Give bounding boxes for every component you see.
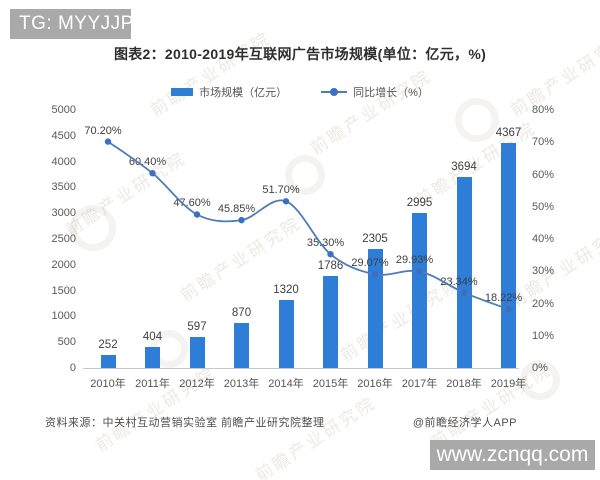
site-watermark-badge: www.zcnqq.com	[430, 440, 595, 470]
bar-2018年	[456, 177, 472, 368]
bar-value-label: 404	[142, 331, 163, 344]
right-axis-tick-label: 10%	[532, 329, 555, 342]
growth-percent-label: 45.85%	[217, 203, 256, 216]
bar-value-label: 3694	[451, 161, 477, 174]
x-axis-category-label: 2017年	[401, 378, 438, 390]
growth-line-marker	[238, 216, 245, 224]
background-watermark-text: 前瞻产业研究院	[252, 393, 380, 480]
right-axis-tick-label: 0%	[532, 362, 548, 374]
left-axis-tick-label: 4500	[51, 129, 76, 142]
bar-series-swatch-icon	[171, 88, 194, 96]
bar-value-label: 1320	[273, 283, 299, 296]
bar-2012年	[189, 337, 205, 368]
telegram-watermark-badge: TG: MYYJJPP	[10, 9, 146, 39]
right-axis-tick-label: 70%	[532, 136, 555, 149]
right-axis-tick-label: 50%	[532, 200, 555, 213]
left-axis-tick-label: 4000	[51, 155, 76, 168]
right-axis-tick-label: 40%	[532, 233, 555, 245]
source-row: 资料来源：中关村互动营销实验室 前瞻产业研究院整理 @前瞻经济学人APP	[45, 414, 517, 430]
left-axis-tick-label: 3000	[51, 207, 76, 220]
bar-value-label: 4367	[495, 126, 522, 139]
right-axis-tick-label: 60%	[532, 168, 555, 181]
growth-percent-label: 60.40%	[128, 156, 167, 169]
growth-line-marker	[193, 211, 201, 218]
x-axis-category-label: 2015年	[312, 378, 349, 390]
background-watermark-text: 前瞻产业研究院	[147, 28, 275, 121]
growth-percent-label: 18.22%	[484, 292, 523, 305]
bar-2017年	[412, 213, 427, 368]
bar-2019年	[501, 142, 516, 368]
bar-2014年	[278, 299, 294, 368]
credit-note: @前瞻经济学人APP	[412, 417, 517, 429]
bar-2010年	[100, 354, 116, 368]
growth-percent-label: 35.30%	[306, 237, 345, 250]
x-axis-line	[83, 368, 519, 369]
bar-value-label: 252	[98, 338, 118, 351]
bar-2013年	[234, 323, 249, 368]
x-axis-category-label: 2013年	[223, 378, 260, 390]
line-series-swatch-icon	[321, 88, 348, 96]
background-watermark-text: 前瞻产业研究院	[307, 66, 435, 159]
legend-item-yoy-growth: 同比增长（%）	[321, 84, 429, 100]
growth-line-marker	[327, 250, 334, 258]
left-axis-tick-label: 0	[69, 362, 76, 374]
background-watermark-text: 前瞻产业研究院	[92, 363, 220, 456]
left-axis-tick-label: 5000	[51, 104, 76, 116]
x-axis-category-label: 2018年	[446, 378, 482, 390]
bar-value-label: 2995	[406, 197, 433, 210]
chart-title: 图表2：2010-2019年互联网广告市场规模(单位：亿元，%)	[113, 46, 487, 62]
bar-value-label: 597	[187, 321, 207, 334]
bar-value-label: 870	[231, 307, 252, 320]
growth-percent-label: 23.34%	[440, 275, 478, 288]
right-axis-tick-label: 30%	[532, 265, 555, 278]
left-axis-tick-label: 3500	[51, 181, 76, 194]
background-watermark-logo	[70, 205, 116, 251]
growth-line-marker	[282, 198, 290, 205]
left-axis-tick-label: 500	[57, 336, 76, 349]
left-axis-tick-label: 1000	[51, 310, 76, 323]
right-axis-tick-label: 80%	[532, 104, 555, 116]
x-axis-category-label: 2019年	[490, 378, 527, 390]
left-axis-tick-label: 2500	[51, 233, 76, 245]
legend-label-market-size: 市场规模（亿元）	[199, 87, 288, 99]
x-axis-category-label: 2010年	[90, 378, 126, 390]
x-axis-category-label: 2012年	[179, 378, 215, 390]
legend-item-market-size: 市场规模（亿元）	[171, 84, 287, 100]
x-axis-category-label: 2011年	[135, 378, 170, 390]
growth-percent-label: 70.20%	[84, 124, 122, 137]
growth-percent-label: 51.70%	[262, 184, 300, 197]
x-axis-category-label: 2014年	[268, 378, 304, 390]
growth-percent-label: 29.93%	[395, 254, 434, 267]
left-axis-tick-label: 1500	[51, 284, 76, 297]
right-axis-tick-label: 20%	[532, 297, 555, 310]
left-axis-tick-label: 2000	[51, 258, 76, 271]
growth-line-marker	[149, 170, 156, 177]
growth-line-marker	[104, 138, 112, 145]
bar-2011年	[145, 347, 160, 368]
chart-legend: 市场规模（亿元） 同比增长（%）	[0, 84, 600, 100]
legend-label-yoy-growth: 同比增长（%）	[353, 87, 429, 99]
x-axis-category-label: 2016年	[357, 378, 393, 390]
data-source-note: 资料来源：中关村互动营销实验室 前瞻产业研究院整理	[45, 417, 325, 429]
bar-2015年	[323, 275, 338, 368]
